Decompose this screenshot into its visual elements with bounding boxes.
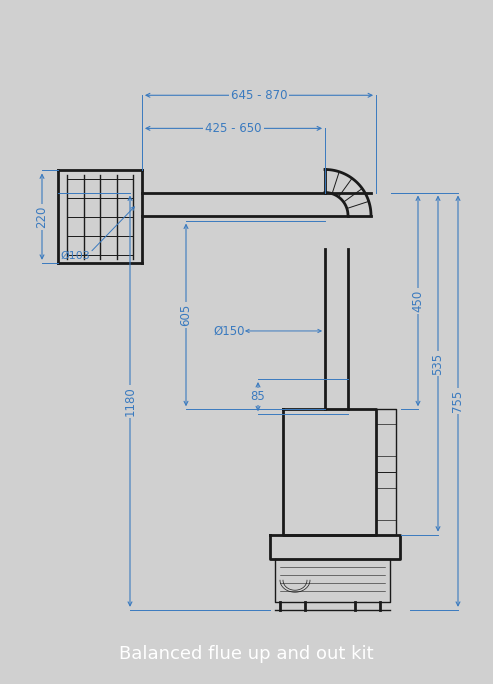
Text: 645 - 870: 645 - 870 <box>231 89 287 102</box>
Text: Ø150: Ø150 <box>213 324 245 337</box>
Text: Ø103: Ø103 <box>60 251 90 261</box>
Text: 450: 450 <box>412 290 424 312</box>
Text: 85: 85 <box>250 390 265 403</box>
Text: 1180: 1180 <box>124 386 137 416</box>
Text: 425 - 650: 425 - 650 <box>205 122 262 135</box>
Text: 605: 605 <box>179 304 192 326</box>
Text: Balanced flue up and out kit: Balanced flue up and out kit <box>119 645 374 663</box>
Text: 755: 755 <box>452 390 464 412</box>
Text: 220: 220 <box>35 205 48 228</box>
Text: 535: 535 <box>431 352 445 375</box>
